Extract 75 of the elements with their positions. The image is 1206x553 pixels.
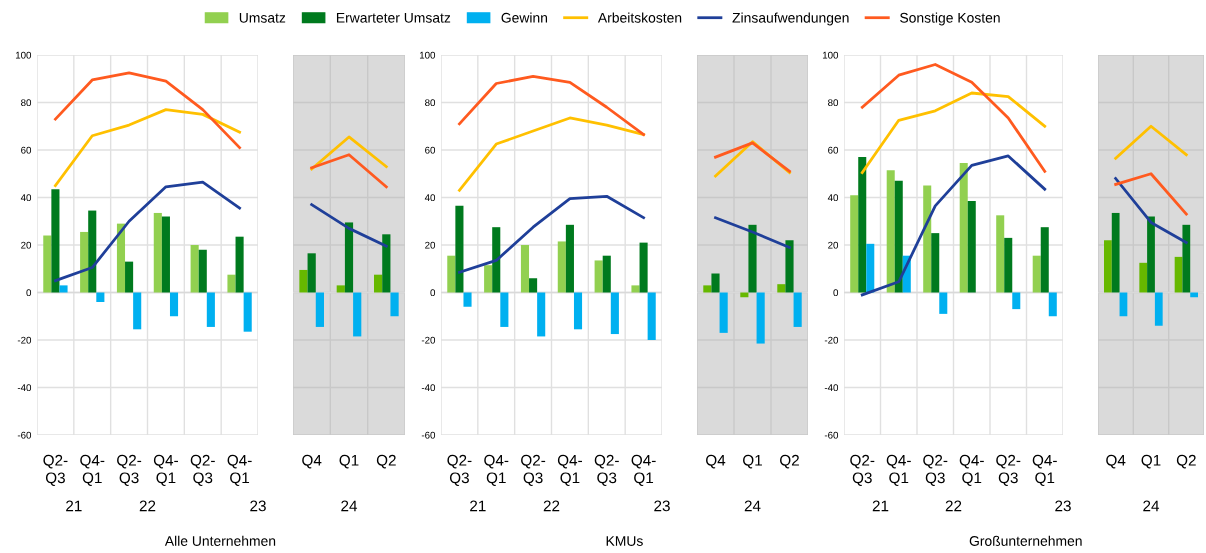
text: 22	[139, 500, 156, 512]
y-tick-label: 0	[833, 289, 839, 297]
x-tick-label: Q4- Q1	[80, 454, 105, 486]
x-tick-label: Q4	[302, 454, 322, 469]
y-tick-label: 60	[21, 146, 32, 154]
x-axis-title: KMUs	[606, 536, 643, 546]
x-tick-label: Q2- Q3	[117, 454, 142, 486]
x-tick-label: Q4	[1106, 454, 1126, 469]
x-tick-label: Q4- Q1	[631, 454, 656, 486]
text: 21	[66, 500, 82, 512]
x-tick-label: Q4- Q1	[484, 454, 509, 486]
x-tick-label: Q2- Q3	[594, 454, 619, 486]
x-tick-label: Q4- Q1	[959, 454, 984, 486]
y-tick-label: 80	[425, 99, 436, 107]
x-tick-label: Q2	[1176, 454, 1196, 469]
x-tick-label: Q4- Q1	[886, 454, 911, 486]
text: 21	[470, 500, 486, 512]
text: 22	[543, 500, 560, 512]
y-tick-label: -20	[421, 336, 436, 344]
y-tick-label: 100	[822, 51, 839, 59]
x-tick-label: Q2- Q3	[923, 454, 948, 486]
text: 23	[654, 500, 670, 512]
x-tick-label: Q4- Q1	[557, 454, 582, 486]
text: 21	[872, 500, 889, 512]
y-tick-label: 20	[828, 241, 839, 249]
x-axis-title: Alle Unternehmen	[164, 535, 276, 546]
y-tick-label: 60	[425, 146, 436, 154]
y-tick-label: 40	[827, 194, 839, 202]
x-tick-label: Q2	[780, 454, 799, 469]
x-tick-label: Q2- Q3	[447, 454, 472, 486]
text: 23	[250, 500, 266, 512]
x-tick-label: Q2- Q3	[996, 454, 1021, 486]
y-tick-label: 0	[430, 289, 436, 297]
legend-label: Umsatz	[239, 13, 286, 23]
x-tick-label: Q4- Q1	[227, 454, 252, 486]
x-tick-label: Q2- Q3	[43, 454, 68, 486]
x-tick-label: Q1	[743, 454, 762, 469]
text: 23	[1055, 500, 1071, 512]
y-tick-label: 20	[425, 241, 436, 249]
y-tick-label: -40	[421, 384, 436, 392]
text: 24	[341, 500, 358, 512]
legend-label: Erwarteter Umsatz	[336, 13, 451, 23]
x-tick-label: Q2- Q3	[190, 454, 215, 486]
y-tick-label: 20	[21, 241, 32, 249]
text: 22	[945, 500, 962, 512]
y-tick-label: 60	[828, 146, 839, 154]
y-tick-label: 0	[26, 289, 32, 297]
x-tick-label: Q1	[1141, 454, 1161, 469]
legend-label: Zinsaufwendungen	[732, 12, 849, 26]
y-tick-label: 100	[15, 51, 32, 59]
y-tick-label: 100	[419, 51, 436, 59]
y-tick-label: -40	[824, 384, 839, 392]
x-tick-label: Q4- Q1	[1032, 454, 1057, 486]
y-tick-label: 80	[21, 99, 32, 107]
y-tick-label: 40	[20, 194, 32, 202]
text: 24	[744, 500, 761, 512]
y-tick-label: -20	[17, 336, 32, 344]
y-tick-label: -60	[17, 431, 32, 439]
legend-label: Sonstige Kosten	[900, 12, 1000, 26]
y-tick-label: 40	[424, 194, 436, 202]
y-tick-label: -60	[824, 431, 839, 439]
y-tick-label: 80	[828, 99, 839, 107]
x-tick-label: Q4	[706, 454, 726, 469]
x-tick-label: Q1	[339, 454, 359, 469]
x-axis-title: Großunternehmen	[969, 535, 1082, 546]
legend-label: Gewinn	[501, 12, 548, 23]
x-tick-label: Q2	[376, 454, 396, 469]
x-tick-label: Q2- Q3	[850, 454, 875, 486]
x-tick-label: Q4- Q1	[153, 454, 178, 486]
x-tick-label: Q2- Q3	[521, 454, 546, 486]
text: 24	[1143, 500, 1160, 512]
legend-label: Arbeitskosten	[597, 12, 682, 23]
y-tick-label: -60	[421, 431, 436, 439]
y-tick-label: -40	[17, 384, 32, 392]
y-tick-label: -20	[824, 336, 839, 344]
